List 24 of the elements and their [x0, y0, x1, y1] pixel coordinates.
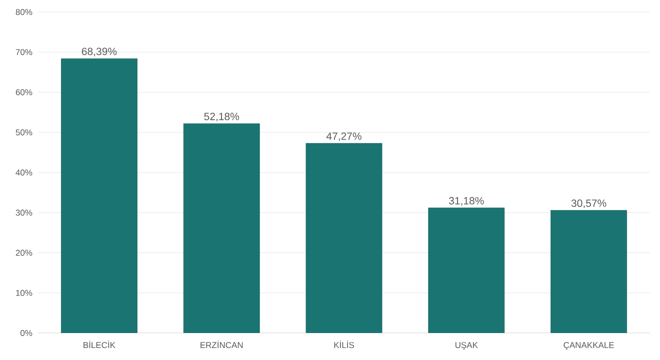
y-tick-label: 50%: [16, 129, 32, 136]
y-tick-label: 10%: [16, 290, 32, 296]
data-label: 52,18%: [204, 112, 240, 122]
x-tick-label: UŞAK: [455, 342, 478, 350]
y-tick-label: 0%: [20, 330, 32, 336]
x-tick-label: ÇANAKKALE: [564, 342, 614, 350]
x-tick-label: ERZİNCAN: [200, 340, 243, 348]
bar: [306, 143, 382, 333]
y-tick-label: 80%: [16, 9, 32, 16]
data-label: 47,27%: [326, 132, 362, 142]
bar: [428, 208, 505, 333]
data-label: 68,39%: [82, 48, 117, 56]
bar: [183, 123, 260, 333]
bar: [61, 58, 138, 333]
y-tick-label: 20%: [16, 250, 32, 256]
x-tick-label: KİLİS: [334, 340, 354, 348]
data-label: 30,57%: [571, 199, 606, 208]
y-tick-label: 40%: [16, 170, 32, 176]
data-label: 31,18%: [448, 197, 484, 206]
bar: [550, 210, 628, 333]
x-tick-label: BİLECİK: [84, 340, 116, 348]
y-tick-label: 30%: [16, 210, 32, 216]
y-tick-label: 70%: [16, 49, 32, 56]
y-tick-label: 60%: [16, 89, 32, 96]
